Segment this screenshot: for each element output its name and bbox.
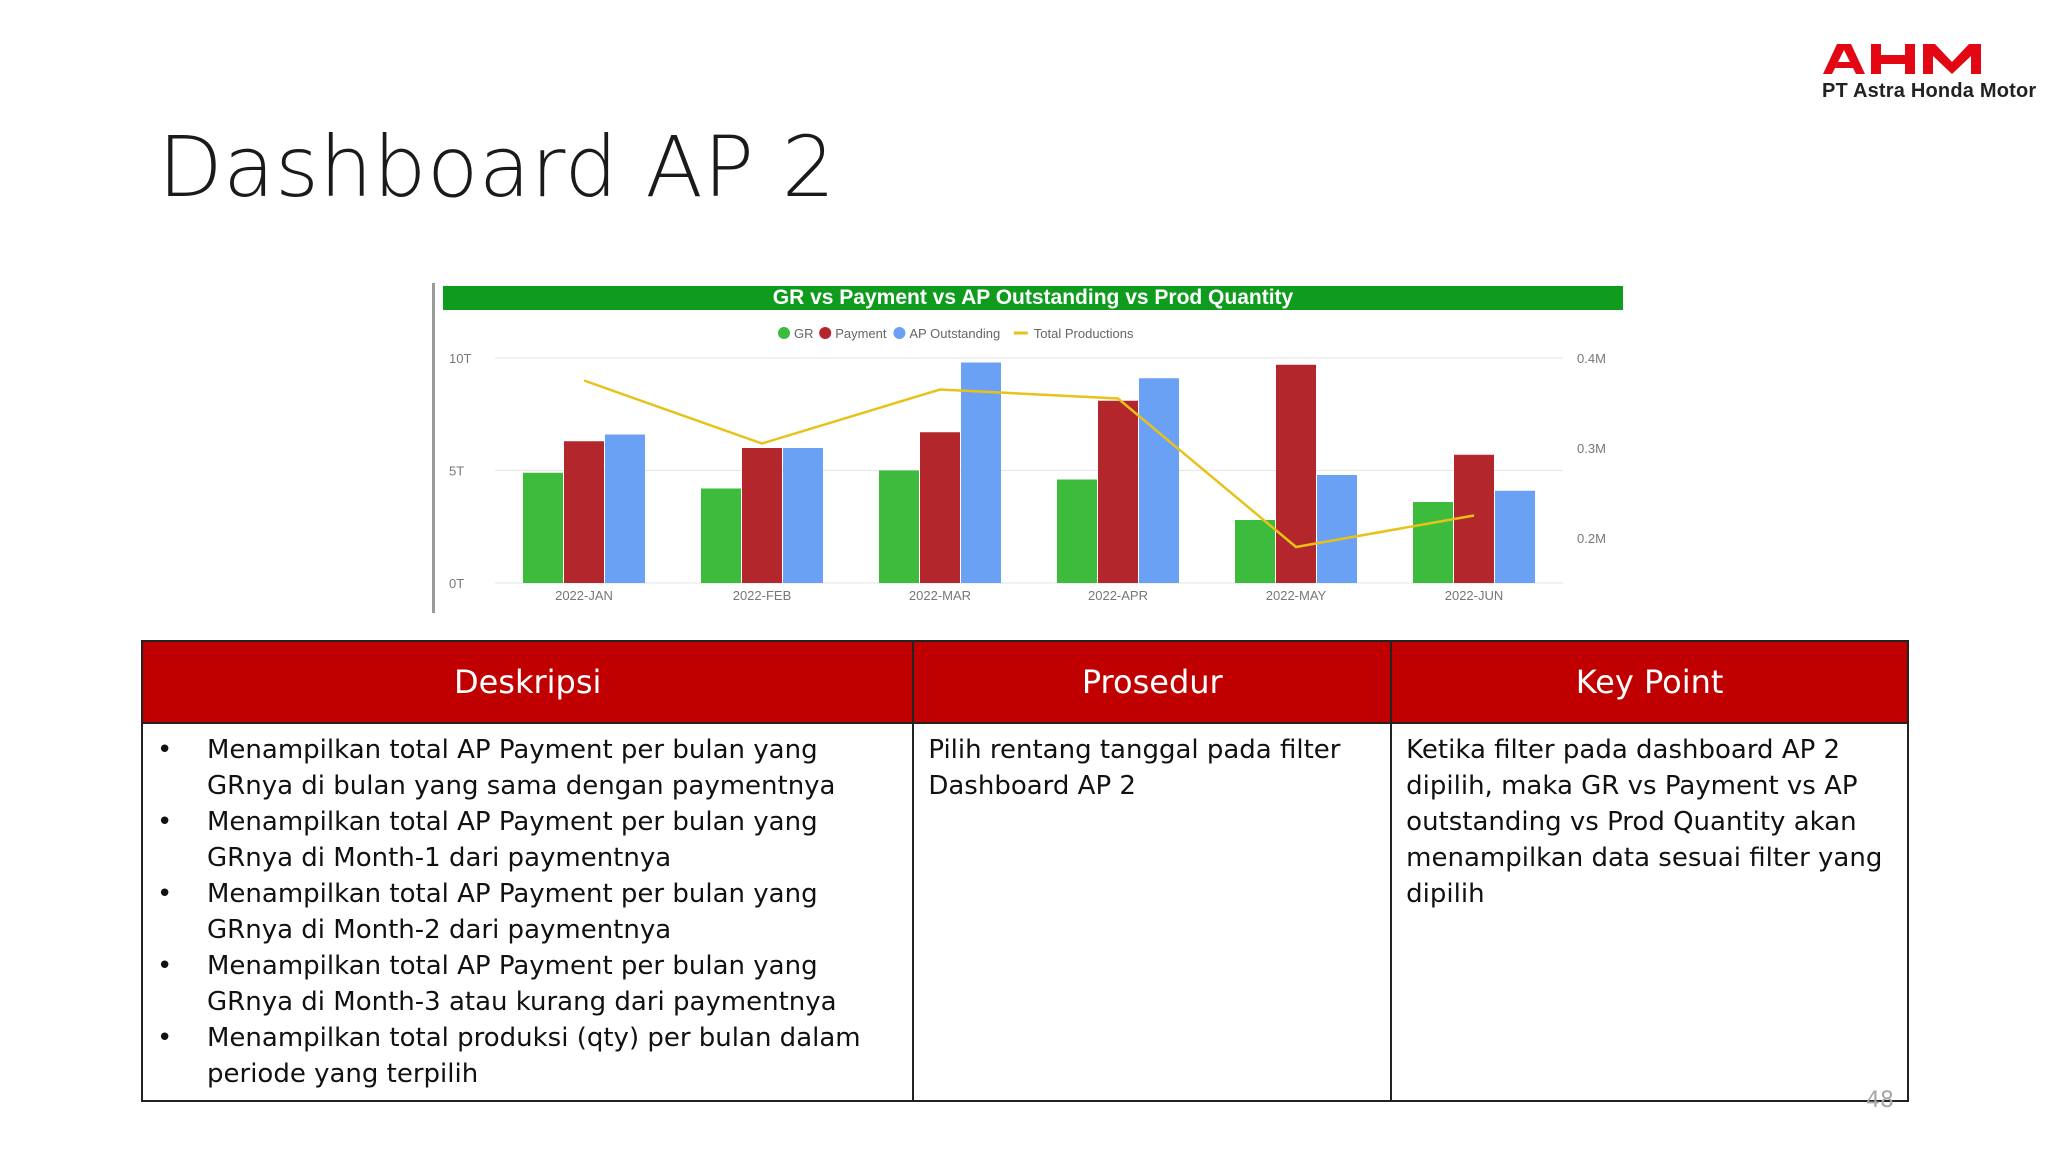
list-item: Menampilkan total produksi (qty) per bul… <box>157 1020 900 1092</box>
info-table: Deskripsi Prosedur Key Point Menampilkan… <box>140 640 1909 1102</box>
bar-payment <box>742 448 782 583</box>
key-point-cell: Ketika filter pada dashboard AP 2 dipili… <box>1390 722 1909 1102</box>
bar-gr <box>1235 520 1275 583</box>
chart-title: GR vs Payment vs AP Outstanding vs Prod … <box>772 286 1294 309</box>
bar-gr <box>1057 479 1097 583</box>
header-deskripsi: Deskripsi <box>140 640 915 724</box>
y2-tick-label: 0.4M <box>1577 351 1606 366</box>
page-title: Dashboard AP 2 <box>158 118 836 216</box>
x-tick-label: 2022-APR <box>1088 588 1148 603</box>
bar-payment <box>564 441 604 583</box>
y-tick-label: 5T <box>449 464 464 479</box>
list-item: Menampilkan total AP Payment per bulan y… <box>157 804 900 876</box>
bar-gr <box>879 470 919 583</box>
bar-ap-outstanding <box>783 448 823 583</box>
header-key-point: Key Point <box>1390 640 1909 724</box>
legend-swatch <box>893 327 906 339</box>
bar-gr <box>701 488 741 583</box>
bar-ap-outstanding <box>1317 475 1357 583</box>
legend-label: Total Productions <box>1034 326 1134 341</box>
legend-swatch <box>778 327 790 339</box>
legend-swatch <box>819 327 832 339</box>
chart-image: GR vs Payment vs AP Outstanding vs Prod … <box>432 283 1623 613</box>
company-name: PT Astra Honda Motor <box>1822 80 2037 102</box>
bar-payment <box>1098 400 1138 583</box>
deskripsi-cell: Menampilkan total AP Payment per bulan y… <box>140 722 915 1102</box>
legend-label: AP Outstanding <box>909 326 1000 341</box>
y2-tick-label: 0.2M <box>1577 531 1606 546</box>
legend-label: GR <box>794 326 814 341</box>
y-tick-label: 0T <box>449 576 464 591</box>
chart-plot: 0T 5T 10T 0.2M 0.3M 0.4M GR Payment AP Outstandi… <box>449 326 1606 603</box>
chart-title-bar <box>443 286 1623 310</box>
prosedur-cell: Pilih rentang tanggal pada filter Dashbo… <box>912 722 1393 1102</box>
y-tick-label: 10T <box>449 351 471 366</box>
x-tick-label: 2022-FEB <box>733 588 792 603</box>
line-total-productions <box>583 379 1475 549</box>
list-item: Menampilkan total AP Payment per bulan y… <box>157 948 900 1020</box>
bar-ap-outstanding <box>961 362 1001 583</box>
bar-ap-outstanding <box>605 434 645 583</box>
ahm-logo <box>1823 44 1981 74</box>
y2-tick-label: 0.3M <box>1577 441 1606 456</box>
page-number: 48 <box>1866 1088 1894 1113</box>
list-item: Menampilkan total AP Payment per bulan y… <box>157 732 900 804</box>
legend-label: Payment <box>835 326 887 341</box>
bar-payment <box>920 432 960 583</box>
bar-ap-outstanding <box>1495 490 1535 583</box>
x-tick-label: 2022-MAY <box>1266 588 1327 603</box>
bar-gr <box>1413 502 1453 583</box>
x-tick-label: 2022-JUN <box>1445 588 1504 603</box>
bar-gr <box>523 472 563 583</box>
x-tick-label: 2022-JAN <box>555 588 613 603</box>
deskripsi-list: Menampilkan total AP Payment per bulan y… <box>157 732 900 1092</box>
bar-ap-outstanding <box>1139 378 1179 583</box>
x-tick-label: 2022-MAR <box>909 588 971 603</box>
header-prosedur: Prosedur <box>912 640 1393 724</box>
list-item: Menampilkan total AP Payment per bulan y… <box>157 876 900 948</box>
bar-payment <box>1276 364 1316 583</box>
